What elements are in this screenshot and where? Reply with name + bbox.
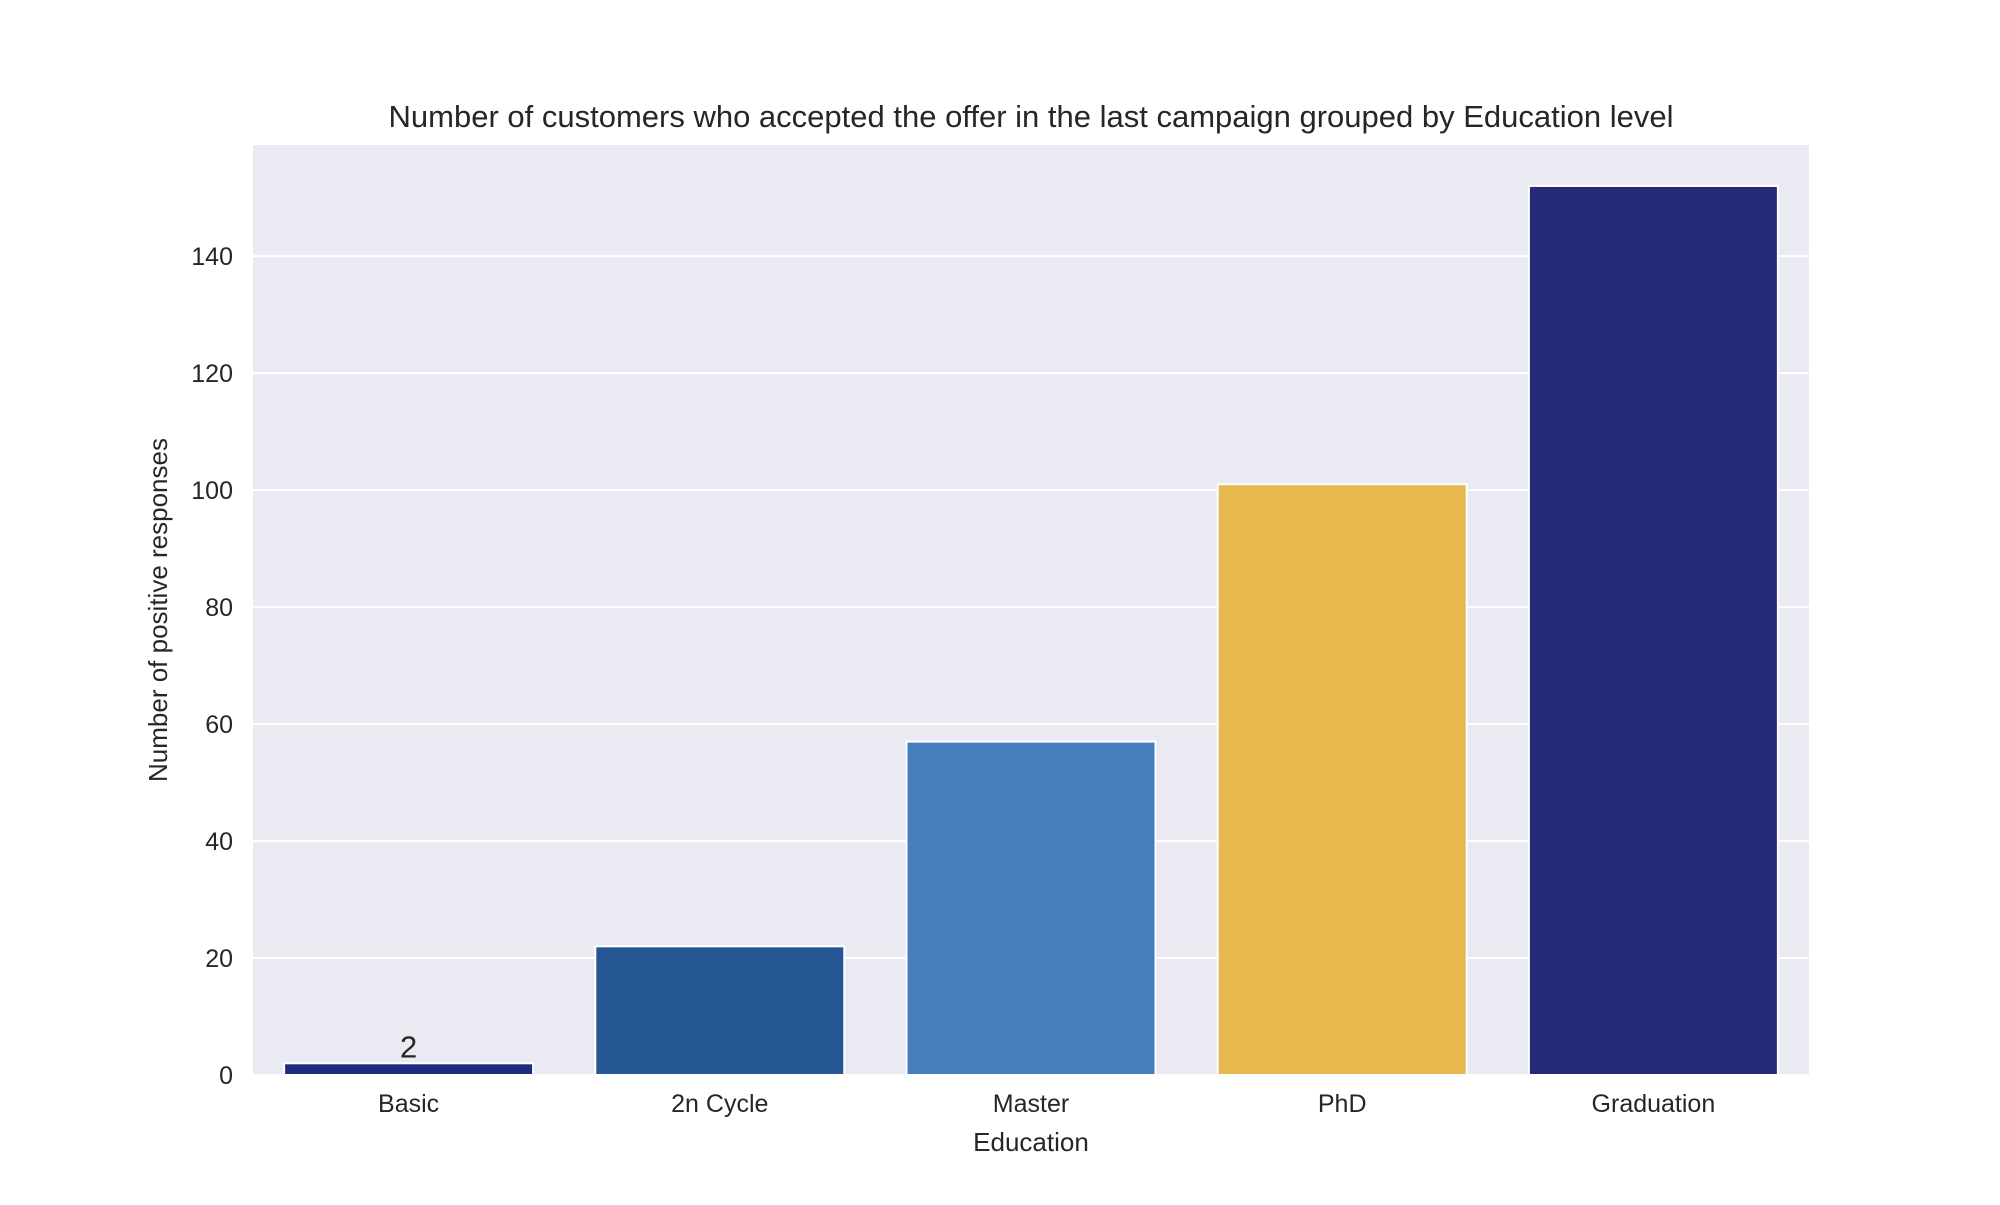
y-tick-label: 40 bbox=[205, 828, 233, 856]
x-tick-label: PhD bbox=[1318, 1090, 1367, 1118]
bars bbox=[283, 184, 1779, 1076]
bar-basic bbox=[283, 1062, 535, 1076]
y-tick-label: 120 bbox=[191, 360, 233, 388]
x-tick-label: 2n Cycle bbox=[671, 1090, 768, 1118]
y-tick-label: 20 bbox=[205, 945, 233, 973]
y-axis-label: Number of positive responses bbox=[143, 438, 173, 782]
y-tick-label: 140 bbox=[191, 243, 233, 271]
y-tick-label: 0 bbox=[219, 1062, 233, 1090]
x-axis-ticks: Basic 2n Cycle Master PhD Graduation bbox=[378, 1090, 1715, 1118]
y-tick-label: 60 bbox=[205, 711, 233, 739]
x-tick-label: Graduation bbox=[1592, 1090, 1716, 1118]
bar-graduation bbox=[1527, 184, 1779, 1076]
bar-phd bbox=[1216, 483, 1468, 1076]
x-tick-label: Basic bbox=[378, 1090, 439, 1118]
data-labels: 2 bbox=[400, 1029, 417, 1064]
bar-master bbox=[905, 740, 1157, 1076]
bar-2n-cycle bbox=[594, 945, 846, 1076]
chart-title: Number of customers who accepted the off… bbox=[389, 99, 1674, 134]
y-tick-label: 80 bbox=[205, 594, 233, 622]
x-tick-label: Master bbox=[993, 1090, 1069, 1118]
y-axis-ticks: 0 20 40 60 80 100 120 140 bbox=[191, 243, 233, 1090]
x-axis-label: Education bbox=[973, 1127, 1089, 1157]
y-tick-label: 100 bbox=[191, 477, 233, 505]
data-label: 2 bbox=[400, 1029, 417, 1064]
